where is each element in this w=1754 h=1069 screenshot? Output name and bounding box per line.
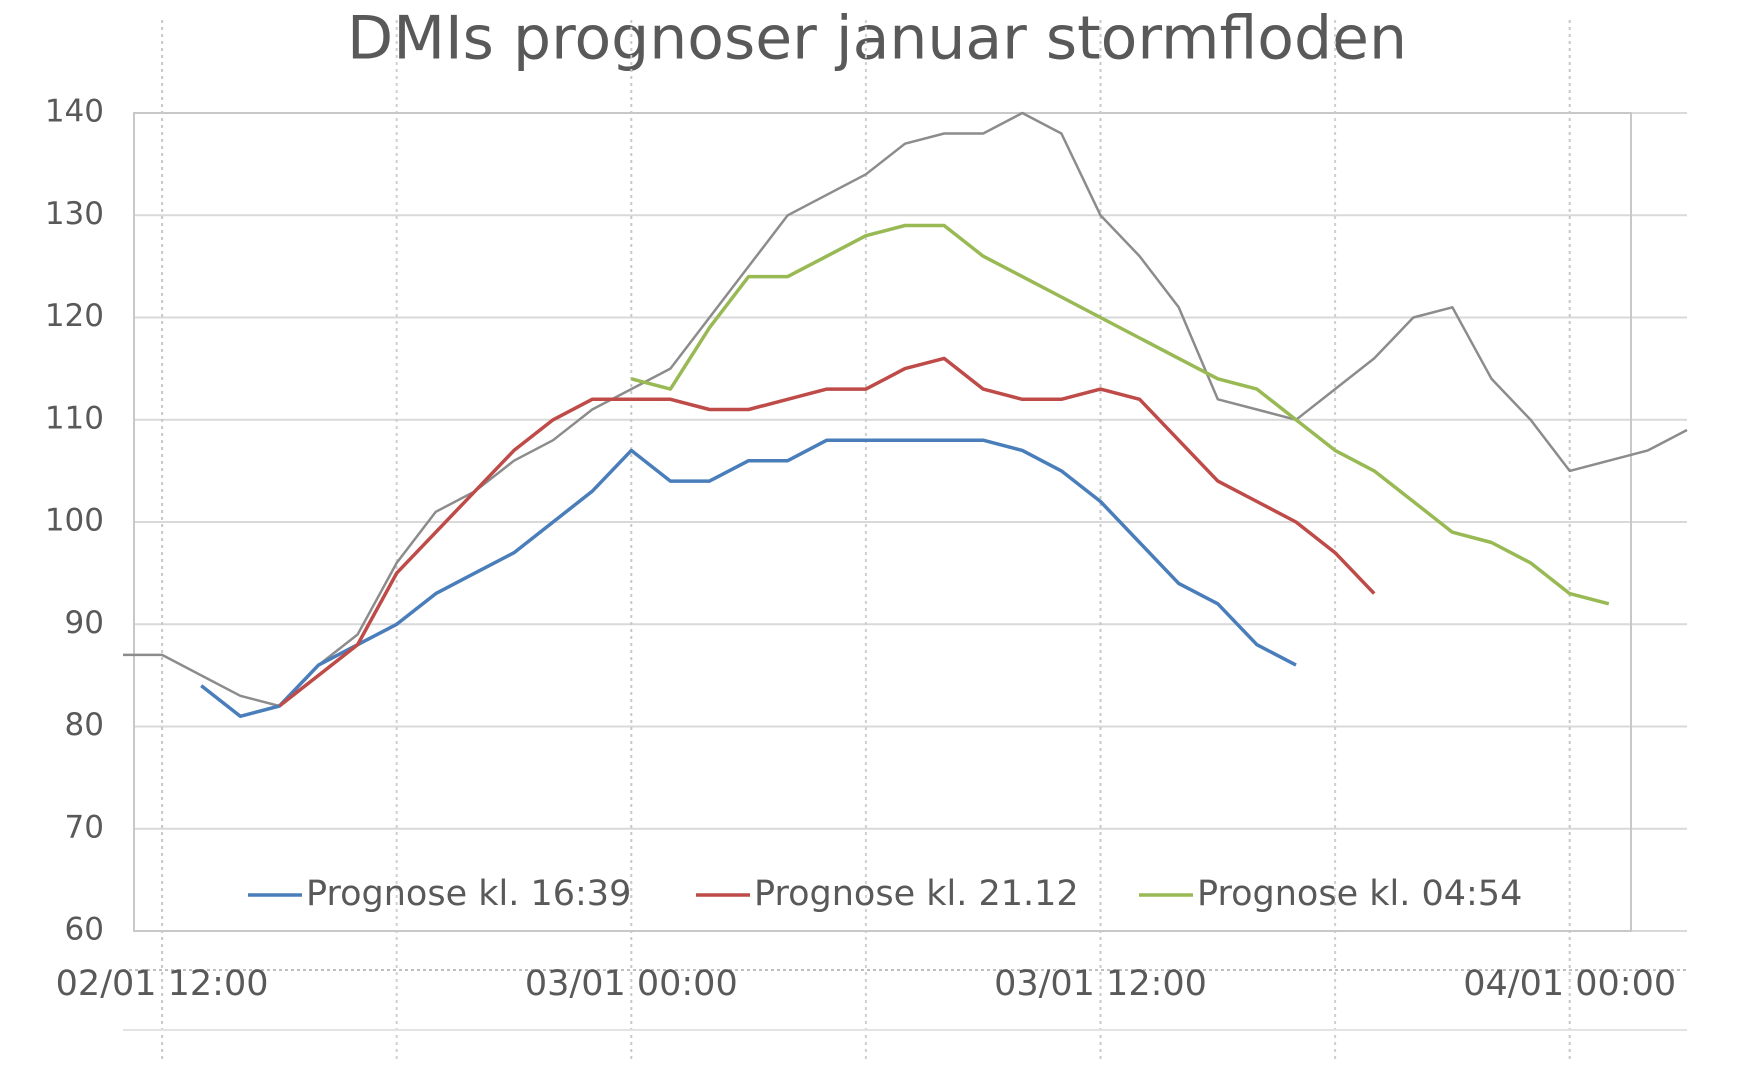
data-line — [123, 111, 1688, 708]
y-tick-label: 140 — [45, 94, 104, 130]
data-line — [630, 223, 1610, 606]
y-tick-label: 110 — [45, 400, 104, 436]
legend-label: Prognose kl. 04:54 — [1197, 874, 1522, 914]
x-tick-label: 02/01 12:00 — [56, 964, 269, 1004]
legend-label: Prognose kl. 21.12 — [754, 874, 1079, 914]
y-tick-label: 80 — [65, 707, 104, 743]
chart-title: DMIs prognoser januar stormfloden — [347, 4, 1407, 74]
x-tick-label: 03/01 00:00 — [525, 964, 738, 1004]
y-tick-label: 130 — [45, 196, 104, 232]
y-tick-label: 90 — [65, 605, 104, 641]
plot-frame — [133, 112, 1632, 932]
legend-label: Prognose kl. 16:39 — [306, 874, 631, 914]
y-tick-label: 100 — [45, 503, 104, 539]
data-line — [278, 356, 1376, 708]
data-line — [200, 438, 1297, 719]
x-tick-label: 03/01 12:00 — [994, 964, 1207, 1004]
y-tick-label: 120 — [45, 298, 104, 334]
x-tick-label: 04/01 00:00 — [1463, 964, 1676, 1004]
y-tick-label: 60 — [65, 912, 104, 948]
y-tick-label: 70 — [65, 809, 104, 845]
